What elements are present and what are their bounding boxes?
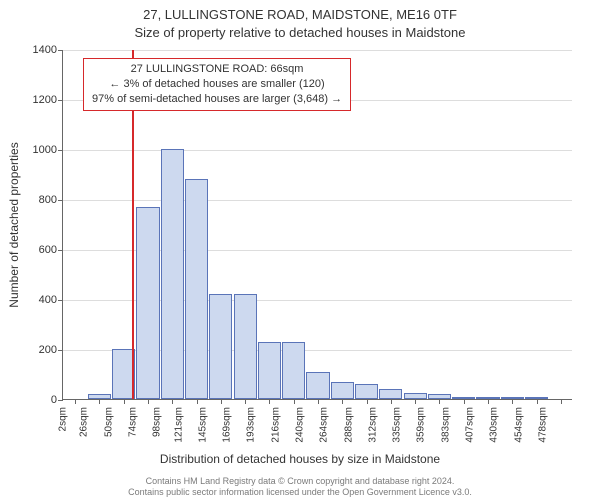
histogram-bar: [136, 207, 159, 400]
x-tick-mark: [269, 399, 270, 404]
title-subtitle: Size of property relative to detached ho…: [0, 24, 600, 42]
y-tick-label: 1200: [33, 94, 57, 106]
annotation-line: ← 3% of detached houses are smaller (120…: [92, 77, 342, 92]
x-tick-mark: [294, 399, 295, 404]
x-tick-mark: [342, 399, 343, 404]
x-tick-mark: [488, 399, 489, 404]
x-tick-label: 74sqm: [127, 407, 138, 437]
title-address: 27, LULLINGSTONE ROAD, MAIDSTONE, ME16 0…: [0, 6, 600, 24]
x-tick-mark: [415, 399, 416, 404]
y-tick-label: 600: [39, 244, 57, 256]
x-tick-label: 454sqm: [513, 407, 524, 443]
histogram-bar: [331, 382, 354, 400]
histogram-bar: [355, 384, 378, 399]
x-tick-mark: [221, 399, 222, 404]
footer-line1: Contains HM Land Registry data © Crown c…: [0, 476, 600, 487]
y-tick-label: 1400: [33, 44, 57, 56]
x-tick-label: 121sqm: [173, 407, 184, 443]
y-axis-title: Number of detached properties: [7, 142, 21, 307]
y-tick-mark: [58, 350, 63, 351]
histogram-bar: [282, 342, 305, 400]
gridline: [63, 50, 572, 51]
plot: 020040060080010001200140027 LULLINGSTONE…: [62, 50, 572, 400]
x-tick-mark: [561, 399, 562, 404]
y-tick-mark: [58, 50, 63, 51]
x-tick-label: 335sqm: [392, 407, 403, 443]
figure-container: 27, LULLINGSTONE ROAD, MAIDSTONE, ME16 0…: [0, 0, 600, 500]
x-tick-mark: [537, 399, 538, 404]
y-tick-label: 400: [39, 294, 57, 306]
x-tick-mark: [318, 399, 319, 404]
histogram-bar: [185, 179, 208, 399]
x-tick-label: 478sqm: [538, 407, 549, 443]
annotation-line: 27 LULLINGSTONE ROAD: 66sqm: [92, 62, 342, 77]
histogram-bar: [234, 294, 257, 399]
x-tick-mark: [439, 399, 440, 404]
x-tick-label: 26sqm: [79, 407, 90, 437]
x-tick-label: 288sqm: [343, 407, 354, 443]
histogram-bar: [209, 294, 232, 399]
y-tick-label: 0: [51, 394, 57, 406]
x-tick-mark: [124, 399, 125, 404]
x-tick-mark: [75, 399, 76, 404]
y-tick-label: 800: [39, 194, 57, 206]
x-tick-label: 407sqm: [465, 407, 476, 443]
x-axis-title: Distribution of detached houses by size …: [0, 452, 600, 466]
x-tick-mark: [99, 399, 100, 404]
y-tick-mark: [58, 300, 63, 301]
annotation-box: 27 LULLINGSTONE ROAD: 66sqm← 3% of detac…: [83, 58, 351, 111]
y-tick-mark: [58, 250, 63, 251]
x-tick-mark: [512, 399, 513, 404]
y-tick-label: 1000: [33, 144, 57, 156]
footer: Contains HM Land Registry data © Crown c…: [0, 476, 600, 499]
x-tick-label: 145sqm: [198, 407, 209, 443]
y-tick-label: 200: [39, 344, 57, 356]
x-tick-label: 169sqm: [222, 407, 233, 443]
x-tick-mark: [464, 399, 465, 404]
y-tick-mark: [58, 150, 63, 151]
y-tick-mark: [58, 100, 63, 101]
x-tick-label: 430sqm: [489, 407, 500, 443]
x-tick-label: 216sqm: [270, 407, 281, 443]
x-tick-mark: [172, 399, 173, 404]
x-tick-label: 240sqm: [295, 407, 306, 443]
histogram-bar: [258, 342, 281, 400]
x-tick-label: 98sqm: [152, 407, 163, 437]
x-tick-mark: [148, 399, 149, 404]
x-tick-mark: [367, 399, 368, 404]
y-tick-mark: [58, 400, 63, 401]
x-tick-mark: [245, 399, 246, 404]
y-tick-mark: [58, 200, 63, 201]
x-tick-mark: [197, 399, 198, 404]
chart-area: 020040060080010001200140027 LULLINGSTONE…: [62, 50, 572, 400]
x-tick-label: 2sqm: [57, 407, 68, 431]
title-block: 27, LULLINGSTONE ROAD, MAIDSTONE, ME16 0…: [0, 0, 600, 41]
histogram-bar: [379, 389, 402, 399]
x-tick-label: 264sqm: [319, 407, 330, 443]
x-tick-mark: [391, 399, 392, 404]
x-tick-label: 50sqm: [103, 407, 114, 437]
histogram-bar: [306, 372, 329, 400]
gridline: [63, 200, 572, 201]
gridline: [63, 150, 572, 151]
x-tick-label: 193sqm: [246, 407, 257, 443]
x-tick-label: 383sqm: [440, 407, 451, 443]
x-tick-label: 359sqm: [416, 407, 427, 443]
x-tick-label: 312sqm: [368, 407, 379, 443]
footer-line2: Contains public sector information licen…: [0, 487, 600, 498]
annotation-line: 97% of semi-detached houses are larger (…: [92, 92, 342, 107]
histogram-bar: [161, 149, 184, 399]
